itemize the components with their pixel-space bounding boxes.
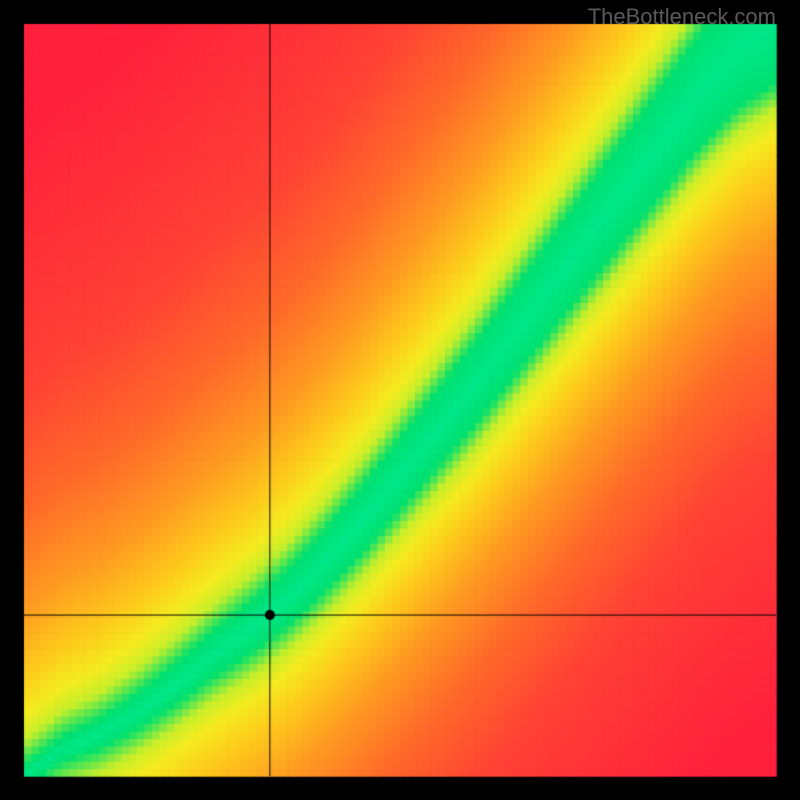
heatmap-canvas (0, 0, 800, 800)
bottleneck-heatmap: TheBottleneck.com (0, 0, 800, 800)
watermark-text: TheBottleneck.com (588, 4, 776, 30)
